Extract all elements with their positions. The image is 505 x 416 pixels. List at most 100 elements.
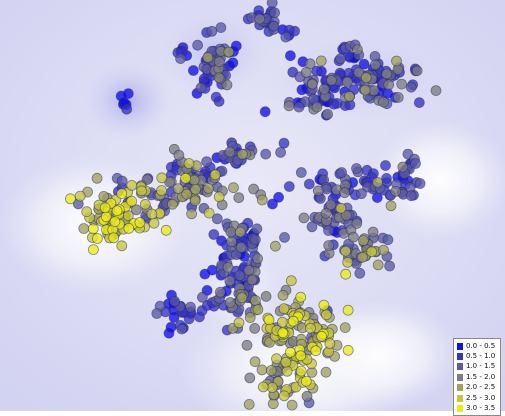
data-points — [65, 0, 442, 411]
data-point — [305, 322, 316, 334]
data-point — [277, 327, 289, 339]
data-point — [187, 65, 199, 76]
legend-label: 1.0 - 1.5 — [466, 362, 496, 371]
data-point — [211, 213, 223, 225]
data-point — [355, 188, 367, 200]
data-point — [320, 207, 332, 219]
data-point — [123, 222, 135, 234]
data-point — [405, 190, 417, 202]
data-point — [108, 232, 120, 244]
legend: 0.0 - 0.5 0.5 - 1.0 1.0 - 1.5 1.5 - 2.0 2.0 … — [453, 338, 501, 416]
data-point — [335, 202, 347, 214]
data-point — [109, 216, 121, 228]
data-point — [186, 208, 198, 220]
data-point — [139, 198, 151, 210]
data-point — [203, 207, 215, 219]
legend-label: 2.5 - 3.0 — [466, 393, 496, 402]
legend-swatch — [457, 342, 463, 350]
legend-item: 3.0 - 3.5 — [457, 403, 498, 413]
data-point — [236, 292, 248, 304]
data-point — [340, 268, 352, 280]
data-point — [81, 206, 93, 218]
legend-label: 2.0 - 2.5 — [466, 383, 496, 392]
data-point — [342, 304, 354, 316]
data-point — [156, 185, 167, 196]
data-point — [202, 52, 214, 63]
data-point — [382, 234, 394, 246]
data-point — [156, 172, 168, 184]
data-point — [130, 204, 142, 216]
data-point — [284, 346, 296, 358]
data-point — [223, 46, 235, 58]
data-point — [286, 399, 298, 411]
data-point — [195, 82, 207, 94]
data-point — [353, 67, 365, 78]
data-point — [390, 185, 402, 197]
data-point — [303, 178, 315, 190]
legend-label: 1.5 - 2.0 — [466, 372, 496, 381]
data-point — [172, 183, 184, 195]
data-point — [266, 0, 278, 9]
data-point — [98, 190, 110, 202]
data-point — [116, 240, 128, 252]
data-point — [320, 309, 332, 321]
data-point — [392, 92, 404, 103]
data-point — [148, 217, 160, 229]
data-point — [190, 183, 201, 195]
data-point — [283, 100, 295, 112]
data-point — [323, 240, 335, 251]
data-point — [341, 209, 352, 221]
data-point — [252, 253, 264, 265]
data-point — [277, 289, 289, 301]
data-point — [246, 274, 258, 286]
data-point — [248, 183, 260, 195]
data-point — [116, 188, 128, 200]
data-point — [226, 236, 238, 248]
data-point — [244, 372, 256, 384]
data-point — [280, 31, 292, 43]
legend-item: 0.0 - 0.5 — [457, 341, 498, 351]
data-point — [405, 81, 417, 93]
data-point — [199, 268, 211, 280]
data-point — [378, 244, 389, 256]
data-point — [260, 148, 272, 160]
data-point — [335, 53, 346, 65]
data-point — [224, 146, 236, 158]
data-point — [295, 350, 307, 362]
data-point — [298, 212, 310, 224]
legend-item: 1.0 - 1.5 — [457, 362, 498, 372]
data-point — [234, 270, 246, 282]
data-point — [285, 275, 297, 287]
data-point — [318, 299, 330, 311]
data-point — [301, 390, 313, 402]
data-point — [214, 286, 226, 298]
data-point — [213, 191, 225, 203]
data-point — [169, 295, 181, 307]
data-point — [339, 187, 351, 199]
data-point — [265, 365, 277, 376]
data-point — [213, 72, 225, 83]
data-point — [181, 188, 193, 200]
data-point — [259, 106, 271, 118]
data-point — [336, 167, 348, 178]
legend-label: 0.5 - 1.0 — [466, 352, 496, 361]
data-point — [267, 398, 279, 410]
data-point — [300, 67, 312, 78]
data-point — [351, 44, 363, 56]
data-point — [410, 158, 421, 169]
data-point — [74, 190, 86, 202]
data-point — [397, 161, 409, 173]
data-point — [385, 200, 397, 212]
data-point — [192, 39, 204, 51]
data-point — [295, 365, 307, 377]
data-point — [180, 172, 192, 184]
data-point — [92, 233, 103, 244]
data-point — [354, 267, 366, 279]
data-point — [208, 229, 220, 240]
data-point — [396, 78, 408, 90]
data-point — [221, 79, 233, 91]
data-point — [243, 264, 255, 276]
data-point — [146, 208, 158, 220]
data-point — [357, 235, 369, 246]
data-point — [306, 78, 318, 90]
